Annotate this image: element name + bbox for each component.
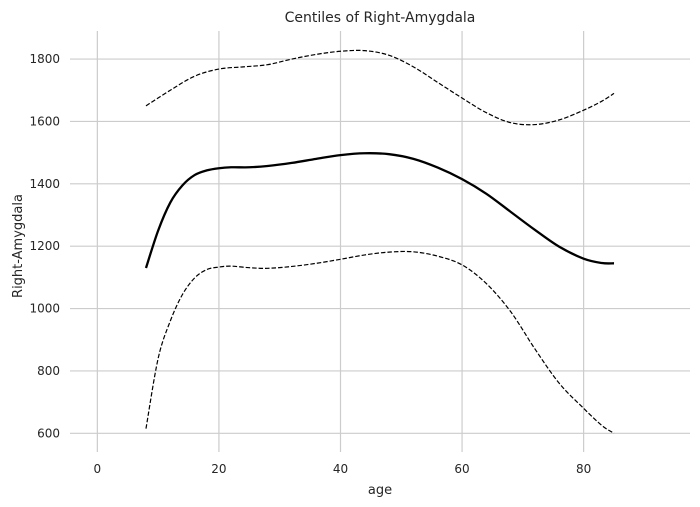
- y-tick-label: 1200: [29, 239, 60, 253]
- tick-labels: 0 20 40 60 80 600 800 1000 1200 1400 1600 1800: [29, 52, 591, 476]
- chart-title: Centiles of Right-Amygdala: [285, 10, 476, 26]
- grid: [70, 31, 690, 452]
- x-tick-label: 60: [454, 462, 469, 476]
- x-tick-label: 20: [211, 462, 226, 476]
- y-tick-label: 600: [37, 426, 60, 440]
- y-tick-label: 800: [37, 364, 60, 378]
- y-tick-label: 1800: [29, 52, 60, 66]
- lower-centile-line: [145, 250, 615, 434]
- x-axis-label: age: [368, 483, 392, 498]
- y-tick-label: 1000: [29, 302, 60, 316]
- x-tick-label: 40: [333, 462, 348, 476]
- x-tick-label: 0: [94, 462, 102, 476]
- series-lines: [144, 49, 615, 434]
- median-centile-line: [144, 152, 615, 269]
- y-axis-label: Right-Amygdala: [11, 194, 26, 298]
- upper-centile-line: [145, 49, 615, 126]
- y-tick-label: 1600: [29, 114, 60, 128]
- y-tick-label: 1400: [29, 177, 60, 191]
- x-tick-label: 80: [576, 462, 591, 476]
